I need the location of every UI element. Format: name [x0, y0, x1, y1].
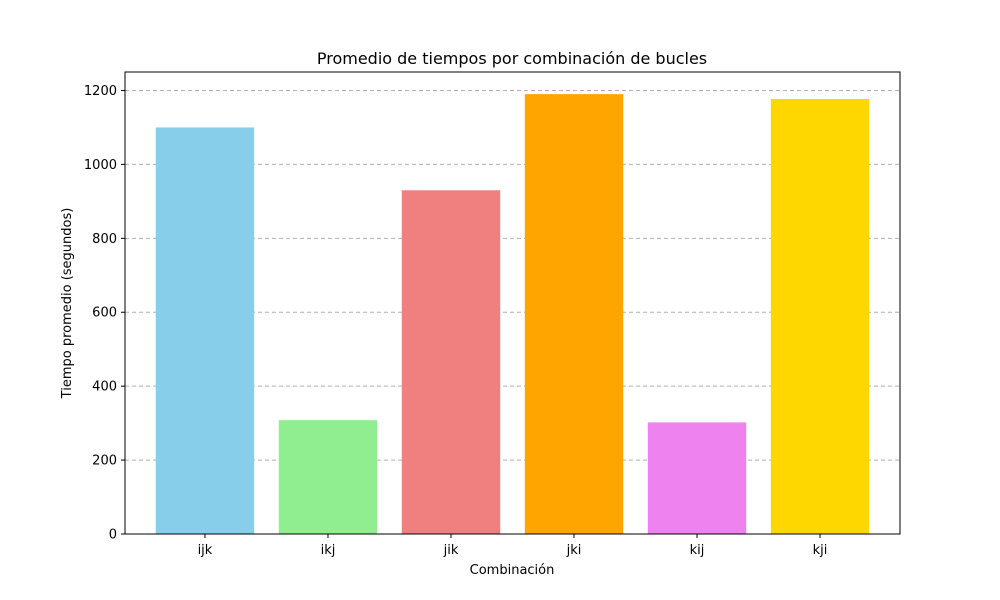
y-axis: 0 200 400 600 800 1000 1200: [84, 84, 125, 543]
x-tick-label: kij: [690, 543, 705, 558]
y-tick-label: 400: [92, 380, 117, 395]
bar-jik: [401, 190, 501, 534]
bar-kji: [770, 98, 870, 534]
x-axis-label: Combinación: [470, 563, 555, 578]
y-tick-label: 1200: [84, 84, 117, 99]
bar-kij: [647, 422, 747, 534]
y-tick-label: 200: [92, 454, 117, 469]
y-axis-label: Tiempo promedio (segundos): [60, 208, 75, 400]
y-tick-label: 1000: [84, 158, 117, 173]
bar-ijk: [155, 127, 255, 534]
y-tick-label: 600: [92, 306, 117, 321]
plot-frame: [124, 71, 901, 535]
x-tick-label: jik: [443, 543, 459, 558]
bar-ikj: [278, 420, 378, 534]
x-tick-label: ikj: [321, 543, 336, 558]
bars: [155, 94, 870, 535]
chart-title: Promedio de tiempos por combinación de b…: [317, 49, 707, 68]
y-tick-label: 800: [92, 232, 117, 247]
bar-jki: [524, 94, 624, 535]
x-tick-label: kji: [813, 543, 828, 558]
y-tick-label: 0: [109, 528, 117, 543]
x-tick-label: ijk: [198, 543, 213, 558]
x-tick-label: jki: [566, 543, 582, 558]
x-axis: ijk ikj jik jki kij kji: [198, 534, 828, 558]
